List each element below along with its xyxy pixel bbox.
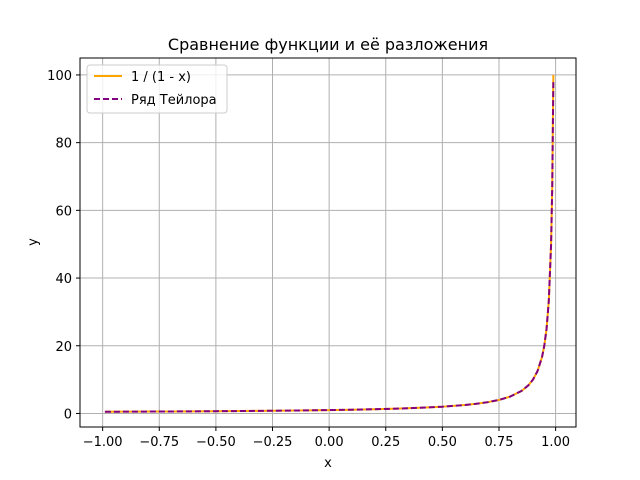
chart-title: Сравнение функции и её разложения [168,35,488,54]
x-tick-label: 0.25 [371,435,400,450]
x-tick-label: −1.00 [83,435,123,450]
x-tick-label: 0.00 [315,435,344,450]
x-tick-label: −0.50 [196,435,236,450]
y-tick-label: 80 [55,137,72,152]
y-ticks: 0 20 40 60 80 100 [47,69,80,422]
y-tick-label: 20 [55,340,72,355]
series-layer [104,74,555,413]
x-tick-label: 0.50 [428,435,457,450]
legend-label-function: 1 / (1 - x) [131,70,191,85]
y-axis-label: y [26,238,41,246]
x-tick-label: 0.75 [485,435,514,450]
legend: 1 / (1 - x) Ряд Тейлора [86,64,228,114]
plot-area: −1.00 −0.75 −0.50 −0.25 0.00 0.25 0.50 0.75 1.00… [47,57,577,450]
series-line-taylor [104,81,555,413]
y-tick-label: 40 [55,272,72,287]
x-ticks: −1.00 −0.75 −0.50 −0.25 0.00 0.25 0.50 0.75 1.00 [83,427,570,450]
axes-frame [79,57,577,428]
x-axis-label: x [324,456,332,471]
y-tick-label: 60 [55,204,72,219]
x-tick-label: −0.75 [139,435,179,450]
x-tick-label: −0.25 [253,435,293,450]
legend-label-taylor: Ряд Тейлора [131,93,217,108]
y-tick-label: 0 [64,407,72,422]
x-tick-label: 1.00 [541,435,570,450]
y-tick-label: 100 [47,69,72,84]
grid [80,58,576,427]
axes-background [80,58,576,427]
